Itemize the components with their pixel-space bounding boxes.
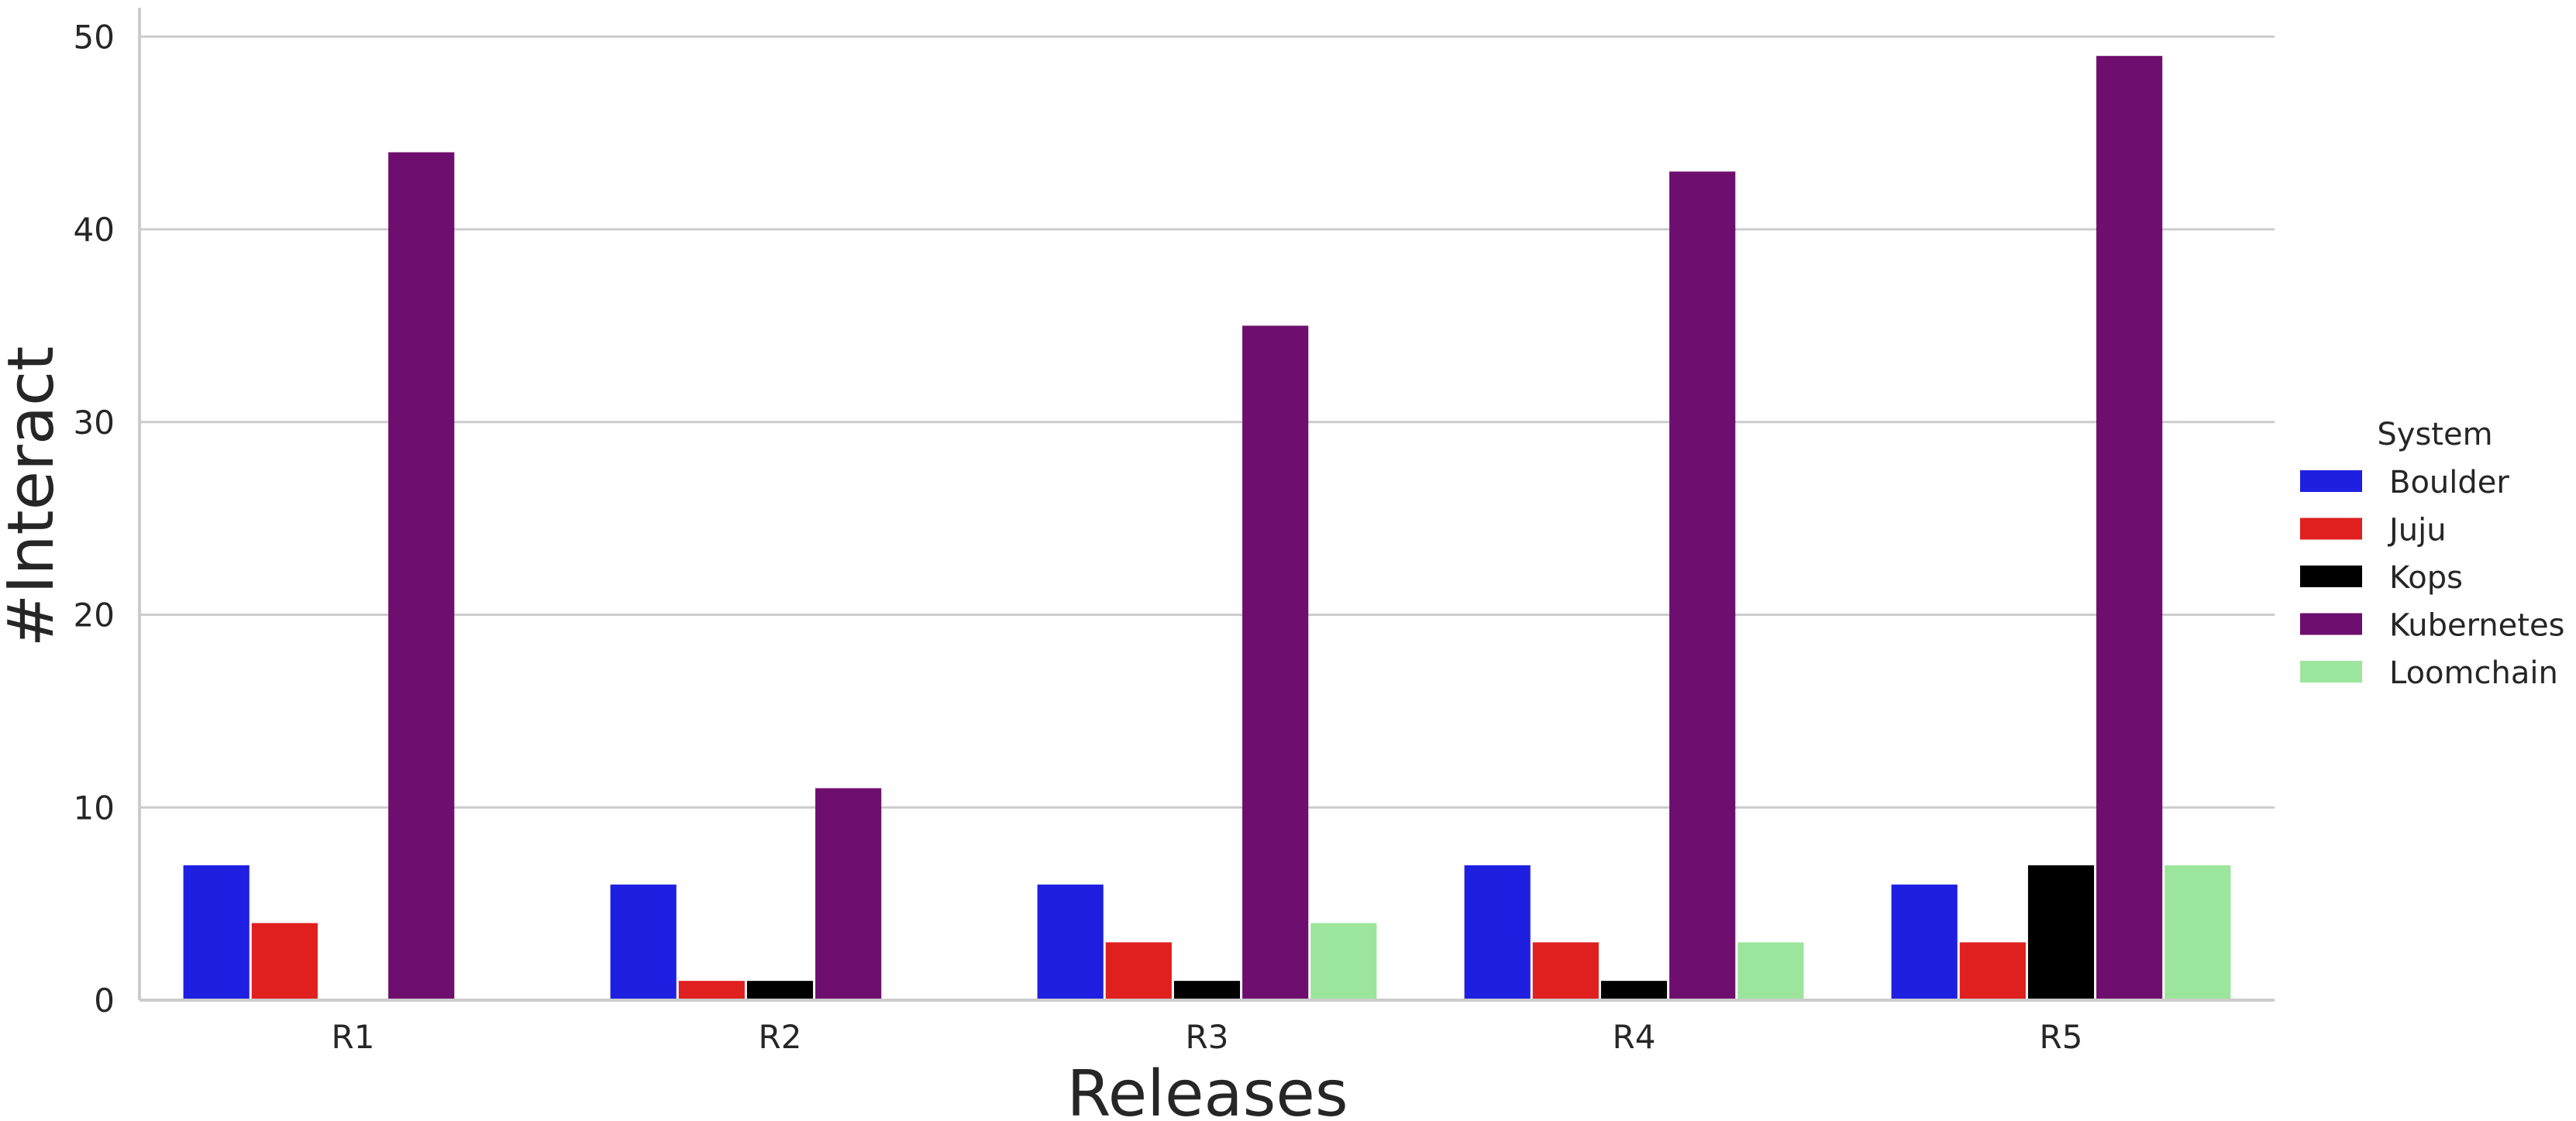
- x-tick-label: R1: [332, 1018, 375, 1056]
- bar-juju-r4: [1532, 942, 1599, 1000]
- bar-kops-r4: [1600, 981, 1668, 1000]
- y-tick-label: 0: [94, 982, 115, 1020]
- x-axis-title: Releases: [1066, 1057, 1348, 1121]
- y-tick-labels: 0 10 20 30 40 50: [74, 18, 115, 1020]
- legend-label-loomchain: Loomchain: [2389, 655, 2558, 691]
- bar-juju-r2: [678, 981, 745, 1000]
- legend-swatch-juju: [2300, 518, 2362, 540]
- legend-label-kubernetes: Kubernetes: [2389, 608, 2564, 644]
- legend-swatch-boulder: [2300, 470, 2362, 492]
- bar-loomchain-r4: [1737, 942, 1804, 1000]
- y-tick-label: 40: [74, 211, 115, 249]
- bar-juju-r5: [1959, 942, 2026, 1000]
- bar-boulder-r4: [1464, 865, 1531, 1000]
- bar-kops-r3: [1173, 981, 1241, 1000]
- y-tick-label: 30: [74, 404, 115, 442]
- bar-boulder-r5: [1891, 884, 1958, 1000]
- bar-kubernetes-r3: [1242, 325, 1309, 1000]
- legend-swatch-kops: [2300, 566, 2362, 587]
- legend-swatch-loomchain: [2300, 661, 2362, 683]
- x-tick-label: R3: [1186, 1018, 1229, 1056]
- bar-kubernetes-r1: [388, 152, 455, 1001]
- x-tick-label: R5: [2040, 1018, 2083, 1056]
- y-tick-label: 10: [74, 789, 115, 827]
- bar-loomchain-r5: [2164, 865, 2231, 1000]
- y-tick-label: 20: [74, 597, 115, 634]
- bar-loomchain-r3: [1310, 923, 1377, 1000]
- bar-juju-r3: [1105, 942, 1172, 1000]
- bar-juju-r1: [251, 923, 318, 1000]
- legend-swatch-kubernetes: [2300, 613, 2362, 635]
- bar-kops-r5: [2027, 865, 2095, 1000]
- legend-label-kops: Kops: [2389, 560, 2463, 596]
- x-tick-labels: R1 R2 R3 R4 R5: [332, 1018, 2083, 1056]
- gridlines: [139, 35, 2275, 1002]
- axes: [138, 8, 2275, 1002]
- bar-boulder-r3: [1037, 884, 1104, 1000]
- bar-kubernetes-r4: [1669, 171, 1736, 1000]
- bars: [183, 56, 2231, 1001]
- y-axis-title: #Interact: [0, 346, 68, 648]
- x-tick-label: R4: [1613, 1018, 1656, 1056]
- legend-label-juju: Juju: [2387, 513, 2447, 548]
- bar-kubernetes-r5: [2096, 56, 2163, 1001]
- y-tick-label: 50: [74, 18, 115, 56]
- legend-label-boulder: Boulder: [2389, 465, 2509, 500]
- bar-boulder-r2: [610, 884, 677, 1000]
- bar-kops-r2: [746, 981, 814, 1000]
- legend: System Boulder Juju Kops Kubernetes Loomchai…: [2300, 417, 2564, 691]
- legend-title: System: [2377, 417, 2492, 452]
- bar-kubernetes-r2: [815, 788, 882, 1000]
- x-tick-label: R2: [759, 1018, 802, 1056]
- bar-boulder-r1: [183, 865, 250, 1000]
